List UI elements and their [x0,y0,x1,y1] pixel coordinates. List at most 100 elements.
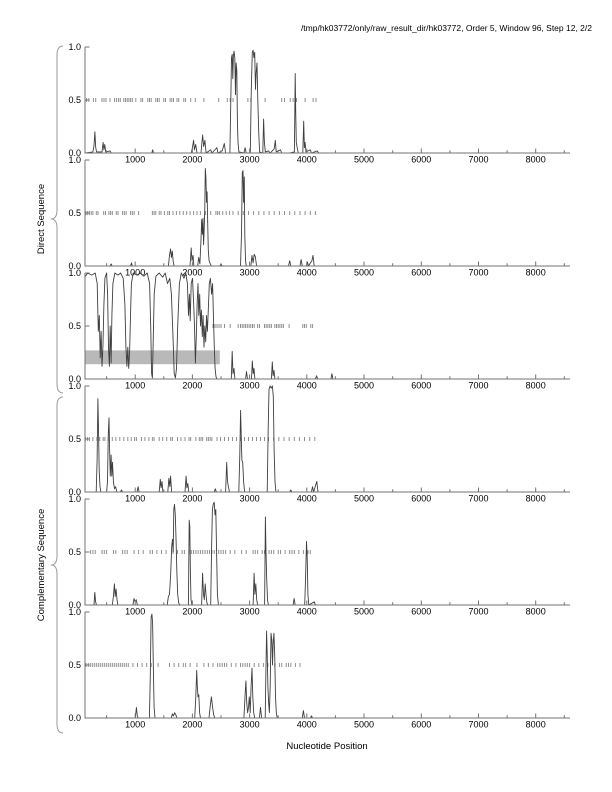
panel-complementary-frame-1: 1.0 0.5 0.0 1000 2000 3000 4000 5000 6000 7000 800… [68,381,570,504]
x-tick-label: 8000 [526,607,546,617]
direct-group-brace [50,45,64,394]
x-tick-label: 4000 [297,494,317,504]
x-tick-label: 5000 [354,381,374,391]
x-tick-label: 6000 [411,381,431,391]
y-tick-label: 1.0 [68,381,81,391]
y-tick-label: 0.0 [68,374,81,384]
x-tick-label: 7000 [468,720,488,730]
panel-direct-frame-3: 1.0 0.5 0.0 1000 2000 3000 4000 5000 6000 7000 800… [68,268,570,391]
x-tick-label: 4000 [297,268,317,278]
axis-ticks [85,498,565,606]
x-tick-label: 3000 [240,720,260,730]
probability-curve [84,501,320,606]
x-tick-label: 2000 [182,381,202,391]
axis-ticks [85,46,565,154]
x-tick-label: 4000 [297,381,317,391]
x-tick-label: 3000 [240,494,260,504]
y-tick-label: 0.5 [68,95,81,105]
probability-curve [84,272,334,380]
figure-title: /tmp/hk03772/only/raw_result_dir/hk03772… [301,23,592,33]
x-tick-label: 5000 [354,607,374,617]
x-tick-label: 8000 [526,720,546,730]
x-tick-label: 1000 [125,268,145,278]
x-tick-label: 7000 [468,607,488,617]
half-level-tick-markers [86,98,317,102]
x-tick-label: 7000 [468,381,488,391]
y-tick-label: 1.0 [68,155,81,165]
y-tick-label: 0.0 [68,261,81,271]
panel-complementary-frame-3: 1.0 0.5 0.0 1000 2000 3000 4000 5000 6000 7000 800… [68,607,570,730]
probability-curve [84,613,314,719]
panels-container: 1.0 0.5 0.0 1000 2000 3000 4000 5000 6000 7000 800… [68,42,570,730]
y-tick-label: 0.0 [68,148,81,158]
x-tick-label: 4000 [297,720,317,730]
y-tick-label: 0.5 [68,434,81,444]
x-tick-label: 4000 [297,155,317,165]
x-tick-label: 8000 [526,381,546,391]
y-tick-label: 0.0 [68,713,81,723]
x-tick-label: 6000 [411,155,431,165]
probability-curve [84,168,320,267]
x-tick-label: 7000 [468,155,488,165]
x-tick-label: 4000 [297,607,317,617]
panel-complementary-frame-2: 1.0 0.5 0.0 1000 2000 3000 4000 5000 6000 7000 800… [68,494,570,617]
y-tick-label: 1.0 [68,268,81,278]
x-tick-label: 1000 [125,155,145,165]
x-tick-label: 2000 [182,494,202,504]
axis-ticks [85,385,565,493]
y-tick-label: 0.5 [68,321,81,331]
axis-ticks [85,611,565,719]
x-tick-label: 2000 [182,607,202,617]
x-tick-label: 3000 [240,155,260,165]
x-tick-label: 3000 [240,607,260,617]
y-tick-label: 0.5 [68,547,81,557]
x-tick-label: 6000 [411,268,431,278]
y-tick-label: 0.5 [68,208,81,218]
x-tick-label: 1000 [125,607,145,617]
x-tick-label: 7000 [468,494,488,504]
y-tick-label: 0.5 [68,660,81,670]
x-tick-label: 5000 [354,494,374,504]
y-tick-label: 1.0 [68,494,81,504]
x-tick-label: 7000 [468,268,488,278]
x-tick-label: 8000 [526,268,546,278]
axis-frame [84,499,570,606]
x-tick-label: 6000 [411,607,431,617]
x-tick-label: 5000 [354,268,374,278]
y-tick-label: 0.0 [68,487,81,497]
complementary-group-brace [50,396,64,734]
x-tick-label: 2000 [182,155,202,165]
half-level-tick-markers [212,324,314,328]
y-tick-label: 0.0 [68,600,81,610]
x-tick-label: 5000 [354,720,374,730]
x-tick-label: 3000 [240,381,260,391]
panel-direct-frame-1: 1.0 0.5 0.0 1000 2000 3000 4000 5000 6000 7000 800… [68,42,570,165]
x-tick-label: 1000 [125,720,145,730]
x-tick-label: 8000 [526,155,546,165]
x-tick-label: 1000 [125,494,145,504]
half-level-tick-markers [84,437,316,441]
x-tick-label: 3000 [240,268,260,278]
x-tick-label: 6000 [411,720,431,730]
panel-direct-frame-2: 1.0 0.5 0.0 1000 2000 3000 4000 5000 6000 7000 800… [68,155,570,278]
x-tick-label: 2000 [182,720,202,730]
x-tick-label: 6000 [411,494,431,504]
complementary-group-label: Complementary Sequence [36,509,47,621]
half-level-tick-markers [90,550,311,554]
x-tick-label: 5000 [354,155,374,165]
axis-ticks [85,272,565,380]
y-tick-label: 1.0 [68,607,81,617]
x-axis-title: Nucleotide Position [286,741,367,752]
x-tick-label: 1000 [125,381,145,391]
axis-ticks [85,159,565,267]
axis-frame [84,160,570,267]
x-tick-label: 2000 [182,268,202,278]
half-level-tick-markers [85,211,316,215]
y-tick-label: 1.0 [68,42,81,52]
direct-group-label: Direct Sequence [36,184,47,254]
probability-curve [84,385,320,493]
x-tick-label: 8000 [526,494,546,504]
axis-frame [84,386,570,493]
